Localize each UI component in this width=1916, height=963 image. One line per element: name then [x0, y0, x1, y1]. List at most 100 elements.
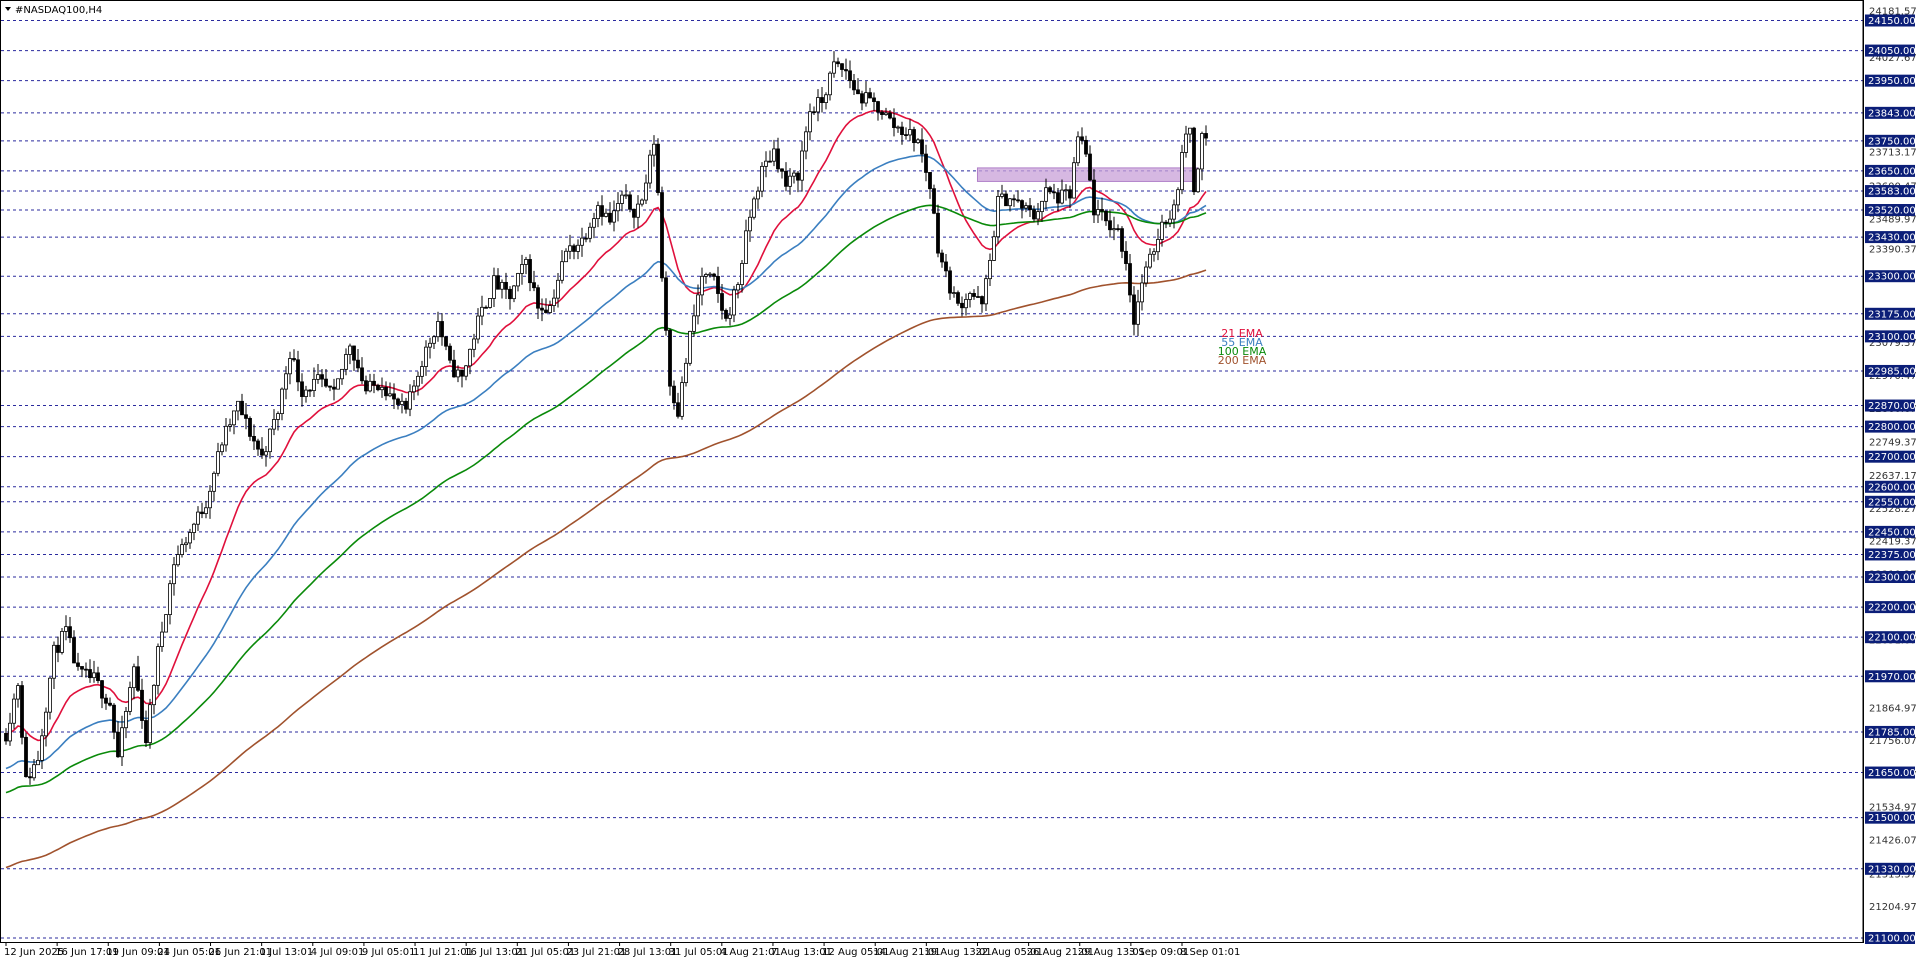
- level-label: 23300.00: [1868, 272, 1916, 283]
- time-tick-label: 11 Jul 21:01: [413, 947, 473, 958]
- level-label: 21500.00: [1868, 813, 1916, 824]
- level-label-box: [1865, 480, 1915, 493]
- candle: [948, 266, 952, 300]
- candle: [740, 260, 744, 293]
- candle: [864, 81, 868, 107]
- candle: [260, 437, 264, 459]
- candle: [784, 162, 788, 192]
- candle: [160, 621, 164, 652]
- candle: [32, 758, 36, 781]
- candle: [1012, 194, 1016, 207]
- candle: [52, 641, 56, 690]
- dropdown-arrow-icon[interactable]: [5, 7, 11, 11]
- price-tick-label: 22528.27: [1869, 504, 1916, 515]
- candle: [488, 298, 492, 309]
- candle: [1028, 197, 1032, 218]
- time-tick-label: 29 Aug 13:01: [1078, 947, 1145, 958]
- candle: [1080, 127, 1084, 145]
- candle: [1056, 187, 1060, 211]
- candle: [524, 256, 528, 275]
- candle: [184, 536, 188, 553]
- candle: [992, 230, 996, 261]
- candle: [416, 371, 420, 396]
- time-tick-label: 16 Jul 13:01: [464, 947, 524, 958]
- price-tick-label: 23713.17: [1869, 147, 1916, 158]
- candle: [616, 192, 620, 222]
- price-tick-label: 23489.97: [1869, 215, 1916, 226]
- candle: [808, 103, 812, 141]
- price-tick-label: 23079.37: [1869, 338, 1916, 349]
- level-label-box: [1865, 495, 1915, 508]
- candle: [1020, 199, 1024, 219]
- candle: [1196, 167, 1200, 193]
- time-tick-label: 12 Aug 05:01: [822, 947, 889, 958]
- candle: [1152, 248, 1156, 262]
- candle: [708, 271, 712, 278]
- candle: [60, 627, 64, 655]
- ema-legend-21: 21 EMA: [1221, 327, 1263, 340]
- candle: [164, 614, 168, 633]
- candle: [100, 680, 104, 709]
- candle: [412, 379, 416, 401]
- candle: [324, 369, 328, 388]
- candle: [1036, 202, 1040, 226]
- candle: [92, 660, 96, 683]
- candle: [960, 296, 964, 317]
- candle: [880, 109, 884, 120]
- candle: [228, 418, 232, 432]
- price-axis: 24181.5724027.6723713.1723600.4723489.97…: [1862, 1, 1916, 945]
- candle: [636, 195, 640, 229]
- time-tick-label: 8 Sep 01:01: [1180, 947, 1240, 958]
- candle: [240, 393, 244, 416]
- candle: [572, 243, 576, 260]
- candle: [1188, 127, 1192, 143]
- candle: [88, 659, 92, 683]
- candle: [208, 485, 212, 519]
- candle: [1008, 197, 1012, 212]
- level-label: 24050.00: [1868, 46, 1916, 57]
- candle: [760, 162, 764, 198]
- candle: [1156, 228, 1160, 261]
- candle: [932, 184, 936, 215]
- price-tick-label: 22749.37: [1869, 437, 1916, 448]
- candle: [628, 191, 632, 213]
- candle: [644, 174, 648, 204]
- candle: [592, 212, 596, 239]
- level-label: 23430.00: [1868, 233, 1916, 244]
- candle: [80, 666, 84, 678]
- candle: [1000, 184, 1004, 199]
- level-label-box: [1865, 134, 1915, 147]
- price-tick-label: 24181.57: [1869, 7, 1916, 18]
- ema-lines: [5, 109, 1207, 869]
- level-label: 23520.00: [1868, 206, 1916, 217]
- candle: [752, 196, 756, 220]
- candle: [1048, 185, 1052, 195]
- candle: [836, 57, 840, 68]
- level-label-box: [1865, 725, 1915, 738]
- candle: [152, 684, 156, 715]
- candle: [1040, 200, 1044, 222]
- level-label: 21650.00: [1868, 768, 1916, 779]
- level-label-box: [1865, 811, 1915, 824]
- candle: [996, 190, 1000, 244]
- time-tick-label: 16 Jun 17:01: [55, 947, 119, 958]
- candle: [368, 373, 372, 393]
- candle: [560, 250, 564, 284]
- candle: [280, 387, 284, 421]
- candle: [1084, 135, 1088, 157]
- candle: [136, 655, 140, 693]
- candle: [968, 291, 972, 308]
- candle: [540, 298, 544, 322]
- candle: [940, 249, 944, 268]
- candle: [556, 272, 560, 308]
- candle: [652, 135, 656, 167]
- level-label: 22550.00: [1868, 497, 1916, 508]
- candle: [980, 295, 984, 313]
- level-label-box: [1865, 164, 1915, 177]
- price-tick-label: 22419.37: [1869, 537, 1916, 548]
- time-tick-label: 12 Jun 2025: [4, 947, 64, 958]
- candle: [408, 384, 412, 417]
